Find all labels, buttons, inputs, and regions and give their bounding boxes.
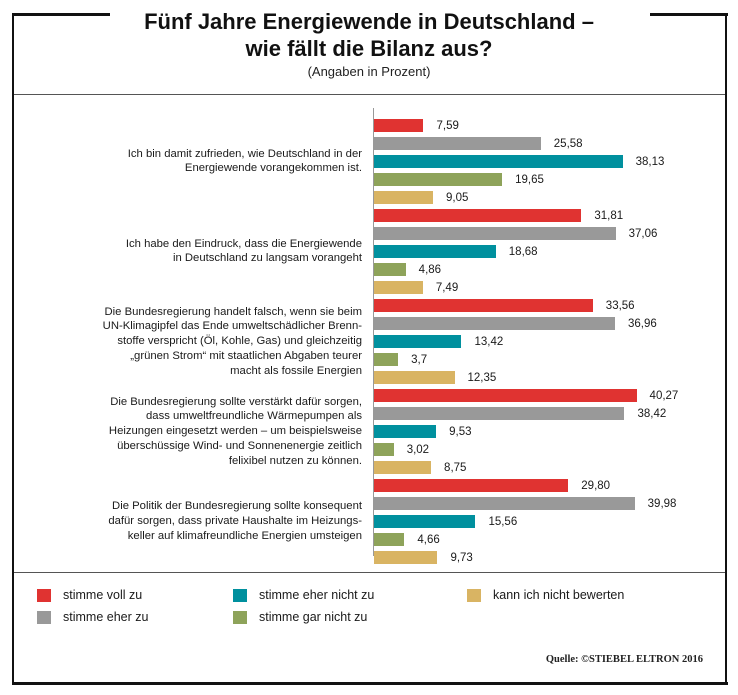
question-label-line: Die Bundesregierung handelt falsch, wenn…	[104, 305, 362, 318]
bar-value-label: 8,75	[444, 462, 467, 474]
legend-item: stimme eher nicht zu	[233, 587, 374, 603]
bar-value-label: 37,06	[628, 228, 658, 240]
question-label-line: Heizungen eingesetzt werden – um beispie…	[108, 425, 362, 438]
bar-value-label: 4,66	[417, 534, 440, 546]
legend-swatch	[467, 588, 481, 602]
question-label-line: Energiewende vorangekommen ist.	[184, 162, 362, 175]
bar-value-label: 3,7	[411, 354, 428, 366]
bar-3-5	[374, 371, 455, 384]
bar-2-1	[374, 209, 582, 222]
question-label-line: UN-Klimagipfel das Ende umweltschädliche…	[102, 320, 362, 333]
chart-axis-line	[373, 108, 374, 556]
bar-1-4	[374, 173, 503, 186]
bar-2-2	[374, 227, 616, 240]
chart-subtitle: (Angaben in Prozent)	[307, 64, 431, 79]
bar-value-label: 9,53	[449, 426, 472, 438]
bar-value-label: 3,02	[406, 444, 430, 456]
bar-value-label: 19,65	[515, 174, 544, 186]
bar-5-1	[374, 479, 569, 492]
bar-5-4	[374, 533, 405, 546]
bar-value-label: 25,58	[553, 138, 583, 150]
bar-2-5	[374, 281, 423, 294]
legend-label: stimme voll zu	[63, 588, 143, 602]
legend-item: kann ich nicht bewerten	[467, 587, 624, 603]
bar-value-label: 7,59	[436, 120, 459, 132]
legend-label: stimme eher zu	[63, 610, 149, 624]
question-label-4: Die Bundesregierung sollte verstärkt daf…	[20, 395, 362, 469]
title-background	[110, 6, 650, 22]
question-label-5: Die Politik der Bundesregierung sollte k…	[20, 499, 362, 543]
chart-title: Fünf Jahre Energiewende in Deutschland –…	[80, 8, 658, 62]
bar-value-label: 18,68	[508, 246, 538, 258]
legend-item: stimme voll zu	[37, 587, 142, 603]
bar-4-1	[374, 389, 637, 402]
legend-swatch	[37, 588, 51, 602]
bar-value-label: 4,86	[418, 264, 442, 276]
bar-value-label: 29,80	[581, 480, 611, 492]
question-label-3: Die Bundesregierung handelt falsch, wenn…	[20, 305, 362, 379]
bar-1-3	[374, 155, 623, 168]
bar-value-label: 7,49	[435, 282, 459, 294]
frame-right-border	[725, 13, 727, 685]
bar-value-label: 15,56	[488, 516, 518, 528]
top-separator	[14, 94, 725, 95]
legend-item: stimme eher zu	[37, 609, 148, 625]
question-label-line: in Deutschland zu langsam vorangeht	[172, 252, 362, 265]
bar-2-4	[374, 263, 406, 276]
bar-value-label: 33,56	[605, 300, 635, 312]
legend-swatch	[233, 610, 247, 624]
legend-swatch	[37, 610, 51, 624]
bar-4-5	[374, 461, 432, 474]
question-label-line: keller auf klimafreundliche Energien ums…	[127, 529, 362, 542]
question-label-line: macht als fossile Energien	[230, 364, 362, 377]
bar-value-label: 9,05	[446, 192, 469, 204]
frame-bottom-border	[12, 682, 728, 685]
legend-swatch	[233, 588, 247, 602]
bar-3-1	[374, 299, 593, 312]
chart-title-line-1: Fünf Jahre Energiewende in Deutschland –	[144, 9, 594, 34]
legend-separator	[14, 572, 725, 573]
bar-value-label: 36,96	[627, 318, 657, 330]
legend-item: stimme gar nicht zu	[233, 609, 367, 625]
question-label-line: felixibel nutzen zu können.	[228, 454, 362, 467]
bar-2-3	[374, 245, 496, 258]
bar-1-2	[374, 137, 541, 150]
question-label-line: Die Bundesregierung sollte verstärkt daf…	[110, 395, 362, 408]
bar-3-3	[374, 335, 462, 348]
bar-value-label: 38,42	[637, 408, 667, 420]
bar-4-4	[374, 443, 394, 456]
bar-value-label: 13,42	[474, 336, 504, 348]
question-label-line: Die Politik der Bundesregierung sollte k…	[112, 500, 362, 513]
bar-5-2	[374, 497, 635, 510]
bar-value-label: 31,81	[594, 210, 624, 222]
question-label-2: Ich habe den Eindruck, dass die Energiew…	[20, 237, 362, 267]
question-label-line: überschüssige Wind- und Sonnenenergie ze…	[117, 439, 362, 452]
bar-3-4	[374, 353, 399, 366]
question-label-line: Ich bin damit zufrieden, wie Deutschland…	[127, 147, 362, 160]
bar-3-2	[374, 317, 615, 330]
bar-value-label: 12,35	[467, 372, 497, 384]
question-label-line: dass umweltfreundliche Wärmepumpen als	[146, 410, 362, 423]
bar-value-label: 39,98	[647, 498, 677, 510]
legend-label: kann ich nicht bewerten	[493, 588, 625, 602]
bar-4-3	[374, 425, 437, 438]
bar-value-label: 9,73	[450, 552, 473, 564]
bar-1-5	[374, 191, 433, 204]
question-label-line: „grünen Strom“ mit staatlichen Abgaben t…	[130, 349, 362, 362]
question-label-line: Ich habe den Eindruck, dass die Energiew…	[125, 237, 362, 250]
bar-4-2	[374, 407, 625, 420]
bar-5-5	[374, 551, 438, 564]
bar-5-3	[374, 515, 476, 528]
bar-value-label: 40,27	[649, 390, 679, 402]
question-label-line: dafür sorgen, dass private Haushalte im …	[108, 515, 362, 528]
bar-value-label: 38,13	[635, 156, 665, 168]
question-label-line: stoffe verspricht (Öl, Kohle, Gas) und g…	[117, 335, 362, 348]
frame-left-border	[12, 13, 14, 685]
legend-label: stimme gar nicht zu	[259, 610, 368, 624]
question-label-1: Ich bin damit zufrieden, wie Deutschland…	[20, 147, 362, 177]
source-note: Quelle: ©STIEBEL ELTRON 2016	[545, 654, 703, 665]
chart-title-line-2: wie fällt die Bilanz aus?	[245, 36, 493, 61]
bar-1-1	[374, 119, 424, 132]
legend-label: stimme eher nicht zu	[259, 588, 375, 602]
